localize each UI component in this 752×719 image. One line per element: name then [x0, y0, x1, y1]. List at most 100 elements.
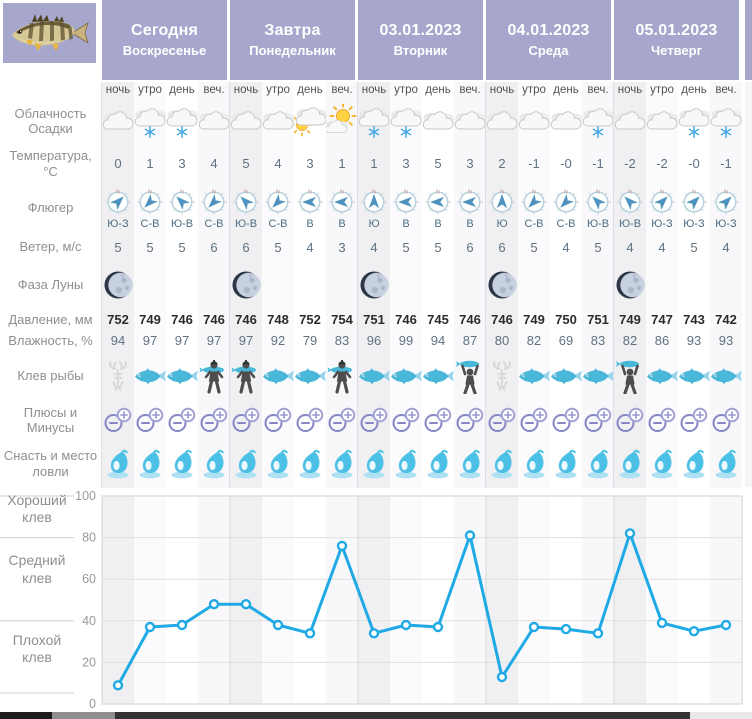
pluses-minuses-cell [422, 401, 454, 439]
day-title: 03.01.2023 [379, 22, 462, 39]
day-group: 4 5 5 6 [357, 233, 486, 261]
pressure-cell: 747 [646, 309, 678, 330]
cloudiness-cell [422, 98, 454, 144]
y-axis-tick-label: 20 [82, 655, 96, 669]
wind-speed-cell: 5 [134, 233, 166, 261]
cloud-sun-icon [294, 107, 326, 137]
moon-phase-cell [262, 261, 294, 309]
temperature-cell: 3 [166, 144, 198, 183]
bite-data-point [336, 540, 348, 552]
time-of-day-label: день [169, 84, 195, 96]
cloudiness-cell [710, 98, 742, 144]
humidity-value: 93 [718, 333, 734, 348]
moon-phase-icon [360, 271, 389, 299]
fish-bite-label-line: Клев рыбы [17, 368, 84, 384]
time-of-day-cell: день [294, 82, 326, 98]
day-header-2[interactable]: 03.01.2023 Вторник [358, 0, 483, 80]
day-header-group: Завтра Понедельник [230, 0, 358, 82]
plus-minus-icon [200, 407, 228, 432]
day-group: 0 1 3 4 [101, 144, 230, 183]
tackle-place-cell [710, 439, 742, 488]
time-of-day-row: ночь утро день веч. ночь утро день веч. ночь утро… [0, 82, 742, 98]
temperature-value: -1 [592, 156, 604, 171]
wind-speed-value: 5 [594, 239, 602, 255]
humidity-cell: 97 [134, 330, 166, 351]
wind-vane-cell: Ю-З [646, 183, 678, 233]
temperature-cell: 3 [390, 144, 422, 183]
day-group: 82 86 93 93 [613, 330, 742, 351]
day-header-group: 03.01.2023 Вторник [358, 0, 486, 82]
fish-bite-cell [230, 351, 262, 401]
wind-vane-label-line: Флюгер [27, 200, 74, 216]
humidity-value: 69 [558, 333, 574, 348]
day-header-0[interactable]: Сегодня Воскресенье [102, 0, 227, 80]
day-header-4[interactable]: 05.01.2023 Четверг [614, 0, 739, 80]
day-subtitle: Понедельник [249, 43, 336, 58]
tackle-place-label-line: ловли [32, 463, 69, 479]
cloudiness-cell [102, 98, 134, 144]
bobber-tackle-icon [618, 449, 642, 479]
tackle-place-cell [454, 439, 486, 488]
tackle-place-cell [678, 439, 710, 488]
wind-speed-value: 5 [690, 239, 698, 255]
day-group [357, 351, 486, 401]
temperature-label-line: Температура, [9, 148, 92, 164]
time-of-day-cell: веч. [710, 82, 742, 98]
time-of-day-cell: ночь [230, 82, 262, 98]
horizontal-scrollbar[interactable] [0, 712, 752, 719]
bite-data-point [624, 528, 636, 539]
wind-speed-value: 4 [370, 239, 378, 255]
wind-vane-icon [456, 188, 484, 215]
plus-minus-icon [168, 407, 196, 432]
sun-cloud-icon [326, 104, 357, 134]
pressure-value: 752 [107, 312, 129, 327]
wind-speed-label: Ветер, м/с [0, 233, 102, 261]
wind-vane-cell: Ю-В [230, 183, 262, 233]
bite-data-point [176, 619, 188, 631]
temperature-cell: 1 [134, 144, 166, 183]
temperature-value: 1 [370, 156, 378, 171]
humidity-label-line: Влажность, % [8, 332, 93, 348]
chart-column-stripe [550, 496, 582, 704]
moon-phase-cell [294, 261, 326, 309]
forecast-table: Сегодня Воскресенье Завтра Понедельник 03.01… [0, 0, 742, 488]
pressure-cell: 752 [294, 309, 326, 330]
humidity-value: 97 [142, 333, 158, 348]
cloudiness-cell [582, 98, 614, 144]
day-header-group: 05.01.2023 Четверг [614, 0, 742, 82]
wind-vane-cell: В [422, 183, 454, 233]
time-of-day-label: ночь [361, 84, 387, 96]
wind-speed-cell: 4 [294, 233, 326, 261]
site-logo[interactable] [3, 3, 96, 63]
pluses-minuses-label-line: Плюсы и [23, 404, 78, 420]
wind-speed-cell: 5 [102, 233, 134, 261]
time-of-day-cell: день [422, 82, 454, 98]
pressure-cell: 749 [614, 309, 646, 330]
pluses-minuses-cell [134, 401, 166, 439]
wind-vane-icon [616, 188, 644, 215]
day-header-1[interactable]: Завтра Понедельник [230, 0, 355, 80]
fish-bite-icon [551, 368, 582, 385]
moon-phase-cell [102, 261, 134, 309]
temperature-value: 3 [402, 156, 410, 171]
bobber-tackle-icon [394, 449, 418, 479]
scrollbar-thumb[interactable] [52, 712, 115, 719]
cloud-icon [102, 111, 134, 130]
cloudiness-cell [230, 98, 262, 144]
cloudiness-cell [646, 98, 678, 144]
day-header-3[interactable]: 04.01.2023 Среда [486, 0, 611, 80]
chart-column-stripe [614, 496, 646, 704]
temperature-value: -1 [528, 156, 540, 171]
angler-trophy-fish-icon [454, 359, 481, 394]
day-group: 6 5 4 3 [229, 233, 358, 261]
cloud-icon [646, 111, 678, 130]
cloud-icon [422, 111, 454, 130]
bite-zone-label: клев [22, 509, 52, 525]
bite-data-point [560, 623, 572, 635]
cloudiness-label-line: Облачность [14, 105, 87, 121]
angler-trophy-fish-icon [614, 359, 641, 394]
wind-vane-icon [136, 188, 164, 215]
pluses-minuses-cell [390, 401, 422, 439]
pluses-minuses-label: Плюсы и Минусы [0, 401, 102, 439]
humidity-value: 96 [366, 333, 382, 348]
